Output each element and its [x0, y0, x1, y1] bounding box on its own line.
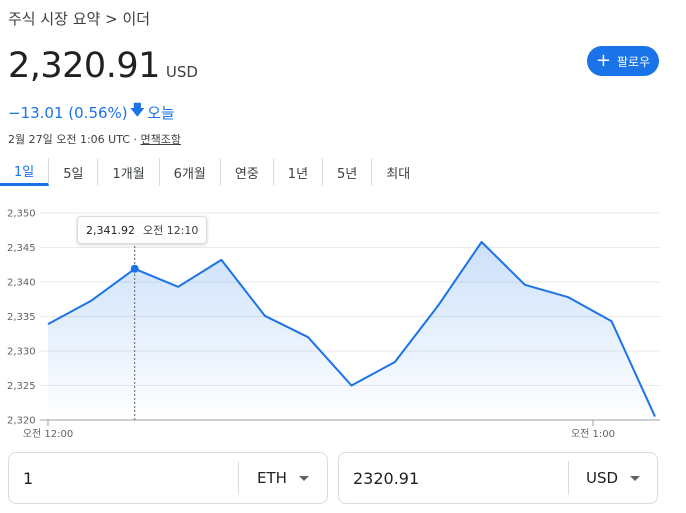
arrow-down-icon: 🡇: [129, 101, 146, 119]
follow-button[interactable]: + 팔로우: [587, 46, 659, 76]
price-change: −13.01 (0.56%) 🡇 오늘: [8, 100, 175, 125]
to-unit-select[interactable]: USD: [569, 469, 657, 487]
range-tabs: 1일 5일 1개월 6개월 연중 1년 5년 최대: [0, 158, 424, 188]
x-tick-label: 오전 12:00: [23, 428, 73, 440]
y-tick-label: 2,345: [7, 243, 36, 254]
currency-label: USD: [165, 63, 198, 81]
tab-0[interactable]: 1일: [0, 158, 50, 186]
change-value: −13.01 (0.56%): [8, 103, 128, 122]
timestamp: 2월 27일 오전 1:06 UTC: [8, 133, 130, 146]
disclaimer-link[interactable]: 면책조항: [140, 133, 181, 146]
y-tick-label: 2,320: [7, 416, 36, 427]
price-line: [47, 241, 656, 418]
currency-converter: ETH USD: [8, 452, 658, 504]
timestamp-row: 2월 27일 오전 1:06 UTC · 면책조항: [8, 133, 181, 146]
y-tick-label: 2,330: [7, 347, 36, 358]
from-converter: ETH: [8, 452, 328, 504]
tab-6[interactable]: 5년: [323, 158, 373, 186]
y-tick-label: 2,335: [7, 312, 36, 323]
y-tick-label: 2,340: [7, 278, 36, 289]
tab-4[interactable]: 연중: [221, 158, 274, 186]
change-period: 오늘: [147, 104, 175, 122]
y-tick-label: 2,325: [7, 381, 36, 392]
dropdown-caret-icon: [298, 475, 309, 481]
breadcrumb[interactable]: 주식 시장 요약 > 이더: [8, 10, 151, 28]
tab-1[interactable]: 5일: [49, 158, 99, 186]
dropdown-caret-icon: [630, 475, 641, 481]
tab-7[interactable]: 최대: [386, 166, 411, 182]
to-unit-label: USD: [585, 469, 619, 487]
hover-point: [130, 264, 139, 273]
to-amount-input[interactable]: [339, 467, 568, 489]
tab-2[interactable]: 1개월: [98, 158, 160, 186]
price-row: 2,320.91 USD: [8, 46, 198, 86]
tab-3[interactable]: 6개월: [160, 158, 221, 186]
tab-5[interactable]: 1년: [274, 158, 324, 186]
plus-icon: +: [595, 50, 611, 71]
price-area: [48, 242, 655, 420]
x-tick-label: 오전 1:00: [571, 428, 615, 440]
from-amount-input[interactable]: [9, 467, 238, 489]
follow-label: 팔로우: [616, 54, 651, 69]
from-unit-select[interactable]: ETH: [239, 469, 327, 487]
chart-tooltip: 2,341.92 오전 12:10: [77, 216, 208, 244]
current-price: 2,320.91: [8, 46, 160, 86]
tooltip-time: 오전 12:10: [142, 224, 199, 237]
tooltip-value: 2,341.92: [86, 223, 135, 237]
from-unit-label: ETH: [257, 469, 287, 487]
to-converter: USD: [338, 452, 658, 504]
y-tick-label: 2,350: [7, 209, 36, 220]
